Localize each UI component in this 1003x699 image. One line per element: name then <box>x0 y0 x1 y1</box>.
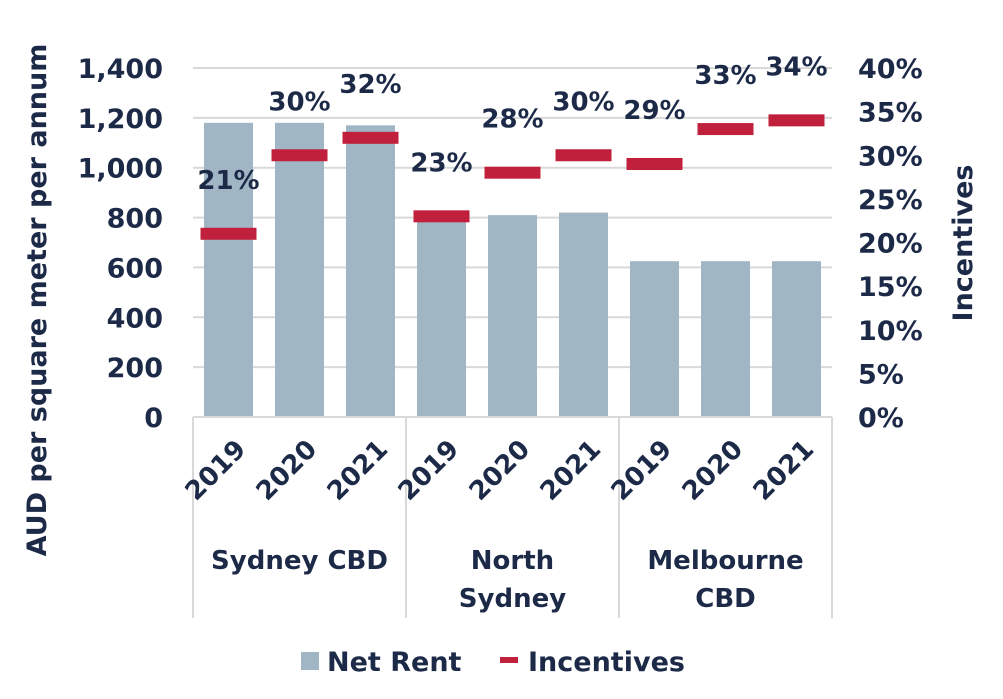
bars <box>204 122 821 417</box>
marker-incentive <box>484 166 541 179</box>
marker-incentive <box>413 210 470 223</box>
data-label-incentive: 32% <box>339 70 401 100</box>
x-tick-label: 2019 <box>180 434 252 506</box>
x-tick-label: 2020 <box>464 434 536 506</box>
data-label-incentive: 30% <box>268 87 330 117</box>
group-label: Sydney CBD <box>211 546 388 576</box>
marker-incentive <box>626 157 683 170</box>
y-tick-label: 400 <box>107 303 163 334</box>
bar-net-rent <box>204 122 253 417</box>
y2-tick-label: 30% <box>858 141 923 172</box>
bar-net-rent <box>630 261 679 417</box>
legend-incentives-label: Incentives <box>528 647 685 678</box>
data-label-incentive: 34% <box>765 52 827 82</box>
y2-tick-label: 35% <box>858 98 923 129</box>
x-tick-label: 2019 <box>393 434 465 506</box>
y2-tick-label: 25% <box>858 185 923 216</box>
marker-incentive <box>271 149 328 162</box>
y-tick-label: 600 <box>107 253 163 284</box>
y2-tick-label: 5% <box>858 359 904 390</box>
group-label: Melbourne <box>647 546 803 576</box>
bar-net-rent <box>488 215 537 417</box>
bar-net-rent <box>346 125 395 417</box>
data-label-incentive: 23% <box>410 148 472 178</box>
y-tick-label: 1,000 <box>78 154 163 185</box>
x-tick-label: 2021 <box>535 434 607 506</box>
y2-axis-title: Incentives <box>948 165 979 322</box>
y2-tick-label: 20% <box>858 229 923 260</box>
x-axis: 201920202021201920202021201920202021Sydn… <box>180 416 833 618</box>
data-labels: 21% 30% 32% 23% 28% 30% 29% 33% 34% <box>197 52 827 195</box>
marker-incentive <box>200 227 257 240</box>
data-label-incentive: 30% <box>552 87 614 117</box>
y-tick-label: 200 <box>107 353 163 384</box>
data-label-incentive: 29% <box>623 96 685 126</box>
y-tick-label: 0 <box>144 403 163 434</box>
legend-incentives-swatch <box>500 657 518 663</box>
marker-incentive <box>768 114 825 127</box>
data-label-incentive: 33% <box>694 61 756 91</box>
y-axis-title: AUD per square meter per annum <box>22 44 53 557</box>
data-label-incentive: 28% <box>481 105 543 135</box>
x-tick-label: 2020 <box>677 434 749 506</box>
x-tick-label: 2020 <box>251 434 323 506</box>
y-tick-label: 800 <box>107 204 163 235</box>
y2-tick-label: 0% <box>858 403 904 434</box>
bar-net-rent <box>772 261 821 417</box>
x-tick-label: 2021 <box>748 434 820 506</box>
incentive-markers <box>200 114 825 240</box>
marker-incentive <box>697 123 754 136</box>
group-label: CBD <box>695 584 755 614</box>
bar-net-rent <box>559 212 608 417</box>
x-tick-label: 2021 <box>322 434 394 506</box>
marker-incentive <box>555 149 612 162</box>
legend: Net Rent Incentives <box>301 647 685 678</box>
y-tick-label: 1,400 <box>78 54 163 85</box>
y2-tick-label: 40% <box>858 54 923 85</box>
y2-axis-ticks: 0% 5% 10% 15% 20% 25% 30% 35% 40% <box>858 54 923 434</box>
y2-tick-label: 15% <box>858 272 923 303</box>
bar-net-rent <box>275 122 324 417</box>
marker-incentive <box>342 131 399 144</box>
y2-tick-label: 10% <box>858 316 923 347</box>
group-label: Sydney <box>459 584 566 614</box>
legend-net-rent-label: Net Rent <box>327 647 462 678</box>
y-axis-ticks: 0 200 400 600 800 1,000 1,200 1,400 <box>78 54 163 434</box>
x-tick-label: 2019 <box>606 434 678 506</box>
legend-net-rent-swatch <box>301 652 319 670</box>
group-label: North <box>471 546 554 576</box>
y-tick-label: 1,200 <box>78 104 163 135</box>
bar-net-rent <box>417 217 466 417</box>
data-label-incentive: 21% <box>197 166 259 196</box>
bar-net-rent <box>701 261 750 417</box>
